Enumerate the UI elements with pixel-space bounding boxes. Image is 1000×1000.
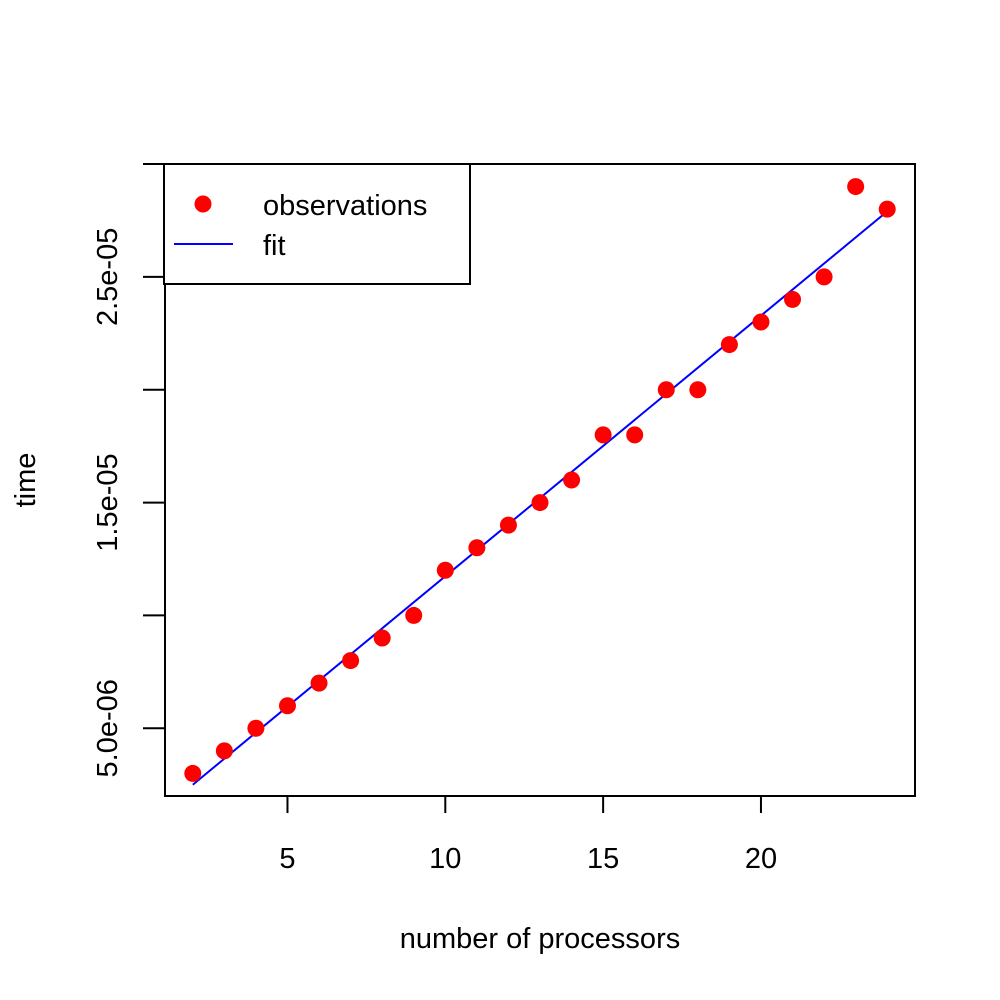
observation-point: [310, 674, 328, 692]
x-tick-label: 15: [587, 843, 619, 875]
observation-point: [626, 426, 644, 444]
observation-point: [689, 381, 707, 399]
observation-point: [405, 606, 423, 624]
observation-point: [878, 200, 896, 218]
x-axis-label: number of processors: [400, 923, 680, 955]
observation-point: [468, 539, 486, 557]
observation-point: [278, 697, 296, 715]
y-axis-label: time: [10, 453, 42, 508]
x-axis: 5 10 15 20: [279, 795, 777, 875]
observation-point: [373, 629, 391, 647]
observation-point: [342, 652, 360, 670]
legend-fit-label: fit: [263, 230, 286, 262]
legend-observations-label: observations: [263, 190, 427, 222]
x-tick-label: 10: [429, 843, 461, 875]
observation-point: [215, 742, 233, 760]
observation-point: [752, 313, 770, 331]
observation-point: [499, 516, 517, 534]
observation-point: [436, 561, 454, 579]
legend: observations fit: [163, 163, 471, 285]
observation-point: [247, 719, 265, 737]
observation-point: [720, 336, 738, 354]
observation-point: [531, 494, 549, 512]
y-axis: 5.0e-06 1.5e-05 2.5e-05: [92, 163, 166, 777]
x-tick-label: 20: [745, 843, 777, 875]
observation-point: [815, 268, 833, 286]
observation-point: [657, 381, 675, 399]
y-tick-label: 2.5e-05: [92, 228, 124, 326]
legend-observations-marker: [194, 195, 212, 213]
legend-box: [163, 163, 471, 285]
observation-point: [184, 764, 202, 782]
observation-point: [594, 426, 612, 444]
observation-point: [784, 290, 802, 308]
y-tick-label: 5.0e-06: [92, 679, 124, 777]
y-tick-label: 1.5e-05: [92, 453, 124, 551]
observation-point: [563, 471, 581, 489]
observation-point: [847, 178, 865, 196]
plot-area: [184, 178, 896, 786]
x-tick-label: 5: [279, 843, 295, 875]
